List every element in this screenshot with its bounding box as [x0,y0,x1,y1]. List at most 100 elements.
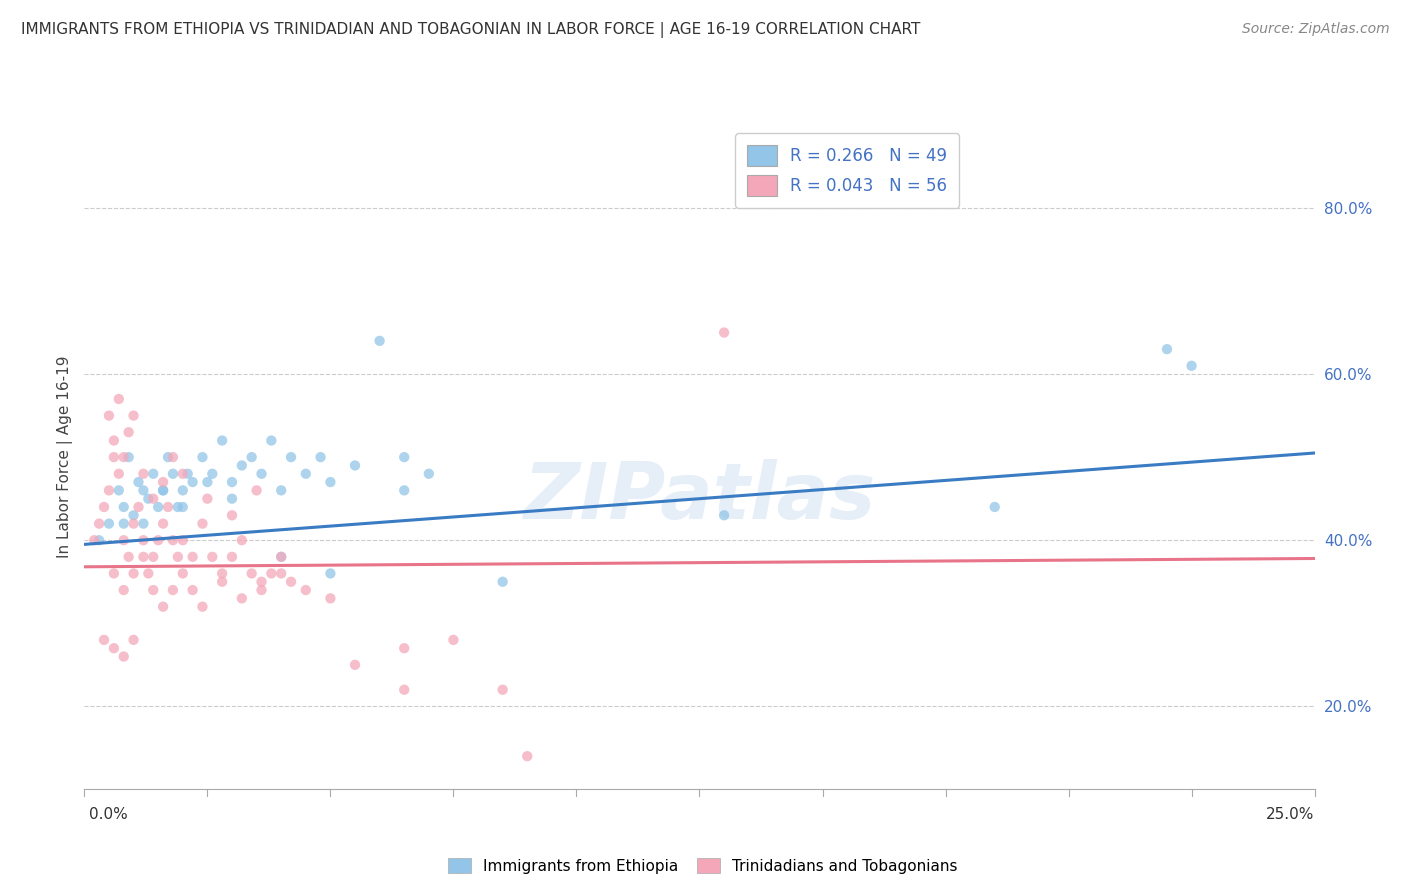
Legend: R = 0.266   N = 49, R = 0.043   N = 56: R = 0.266 N = 49, R = 0.043 N = 56 [735,133,959,208]
Point [103,641,125,656]
Point [118,549,141,564]
Point [112,450,135,465]
Point [172,483,194,498]
Point [319,475,342,489]
Point [394,450,416,465]
Point [221,549,243,564]
Point [132,467,155,481]
Text: ZIPatlas: ZIPatlas [523,459,876,535]
Point [162,533,184,548]
Point [87,533,111,548]
Point [246,483,269,498]
Point [319,566,342,581]
Point [108,467,131,481]
Point [112,516,135,531]
Point [122,566,145,581]
Point [108,483,131,498]
Text: 0.0%: 0.0% [89,807,128,822]
Point [128,500,150,514]
Point [418,467,440,481]
Point [172,566,194,581]
Point [138,566,160,581]
Point [118,425,141,440]
Point [240,450,263,465]
Point [270,549,292,564]
Point [211,566,233,581]
Point [260,566,283,581]
Point [394,483,416,498]
Point [142,491,165,506]
Point [122,632,145,647]
Point [138,491,160,506]
Point [152,599,174,614]
Point [152,516,174,531]
Point [713,326,735,340]
Point [221,491,243,506]
Text: 25.0%: 25.0% [1267,807,1315,822]
Point [132,549,155,564]
Point [166,549,188,564]
Point [93,632,115,647]
Point [172,500,194,514]
Point [492,682,515,697]
Point [132,516,155,531]
Point [112,649,135,664]
Point [231,458,253,473]
Text: Source: ZipAtlas.com: Source: ZipAtlas.com [1241,22,1389,37]
Point [98,483,120,498]
Point [181,475,204,489]
Point [112,583,135,598]
Y-axis label: In Labor Force | Age 16-19: In Labor Force | Age 16-19 [58,356,73,558]
Point [368,334,391,348]
Point [177,467,200,481]
Point [142,549,165,564]
Point [142,467,165,481]
Point [157,500,180,514]
Point [152,475,174,489]
Point [280,574,302,589]
Point [112,533,135,548]
Point [191,516,214,531]
Point [148,500,170,514]
Point [98,409,120,423]
Point [103,434,125,448]
Point [270,566,292,581]
Point [197,475,219,489]
Point [191,599,214,614]
Point [148,533,170,548]
Point [984,500,1007,514]
Point [103,450,125,465]
Point [309,450,332,465]
Point [172,533,194,548]
Point [211,574,233,589]
Point [108,392,131,406]
Point [162,583,184,598]
Point [181,583,204,598]
Point [142,583,165,598]
Point [516,749,538,764]
Point [295,583,318,598]
Point [250,583,273,598]
Point [128,475,150,489]
Point [122,516,145,531]
Point [93,500,115,514]
Point [231,533,253,548]
Point [240,566,263,581]
Point [201,549,224,564]
Point [394,641,416,656]
Point [152,483,174,498]
Point [260,434,283,448]
Point [132,533,155,548]
Point [103,566,125,581]
Point [270,549,292,564]
Point [172,467,194,481]
Point [319,591,342,606]
Point [295,467,318,481]
Point [181,549,204,564]
Text: IMMIGRANTS FROM ETHIOPIA VS TRINIDADIAN AND TOBAGONIAN IN LABOR FORCE | AGE 16-1: IMMIGRANTS FROM ETHIOPIA VS TRINIDADIAN … [21,22,921,38]
Point [270,483,292,498]
Point [344,657,367,672]
Point [211,434,233,448]
Point [118,450,141,465]
Point [122,508,145,523]
